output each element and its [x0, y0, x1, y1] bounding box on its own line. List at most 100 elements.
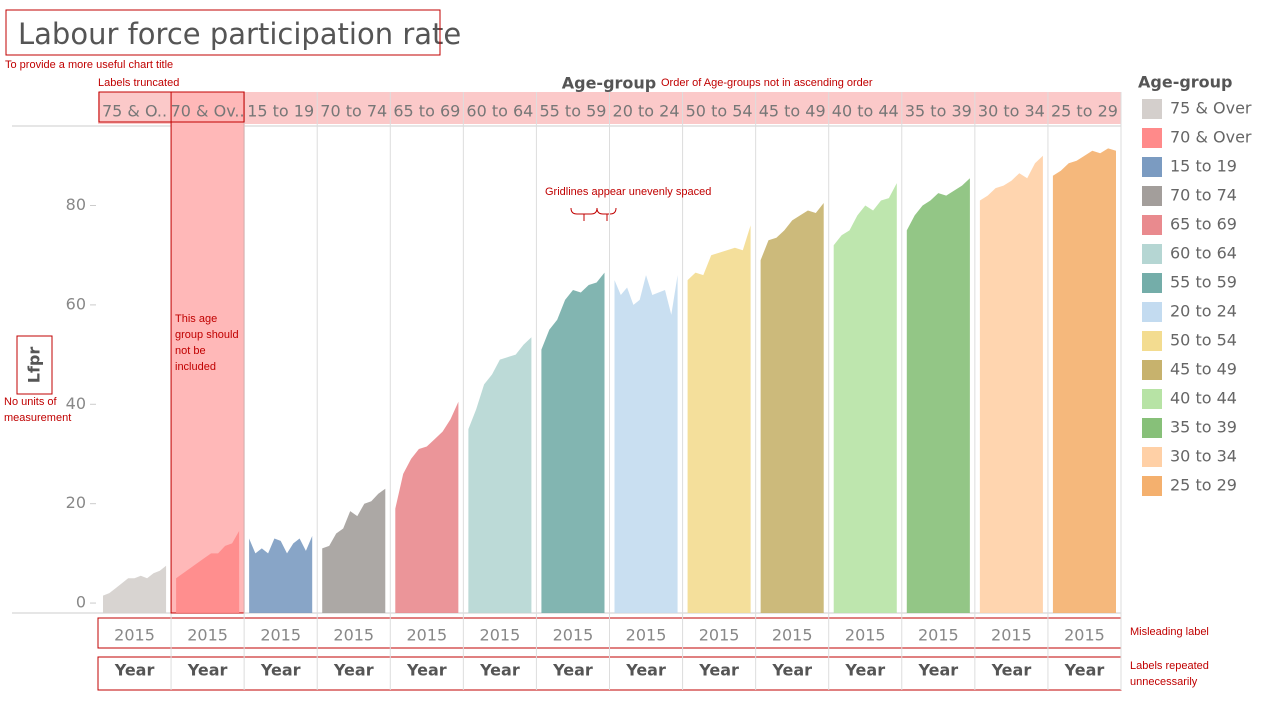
legend-swatch: [1142, 273, 1162, 293]
x-tick-label: 2015: [626, 626, 667, 645]
legend-swatch: [1142, 128, 1162, 148]
x-axis-label: Year: [1064, 661, 1105, 680]
x-axis-label: Year: [625, 661, 666, 680]
panel-header: 75 & O..: [102, 102, 167, 121]
panel-header: 70 & Ov..: [171, 102, 245, 121]
annotation: No units of measurement: [4, 396, 72, 424]
panel-header: 20 to 24: [613, 102, 680, 121]
x-axis-label: Year: [333, 661, 374, 680]
area: [979, 155, 1043, 614]
panel-header: 60 to 64: [466, 102, 533, 121]
legend-swatch: [1142, 447, 1162, 467]
legend-label: 75 & Over: [1170, 99, 1252, 118]
x-tick-label: 2015: [406, 626, 447, 645]
x-tick-label: 2015: [187, 626, 228, 645]
legend-swatch: [1142, 244, 1162, 264]
area: [541, 272, 605, 613]
x-axis-label: Year: [771, 661, 812, 680]
annotation-box: [16, 335, 53, 395]
x-axis-label: Year: [991, 661, 1032, 680]
panel-header: 65 to 69: [393, 102, 460, 121]
panel-header: 40 to 44: [832, 102, 899, 121]
annotation: Order of Age-groups not in ascending ord…: [661, 77, 873, 89]
legend-label: 50 to 54: [1170, 331, 1237, 350]
legend-swatch: [1142, 186, 1162, 206]
legend-label: 55 to 59: [1170, 273, 1237, 292]
legend-swatch: [1142, 360, 1162, 380]
annotation: To provide a more useful chart title: [5, 59, 174, 71]
legend-swatch: [1142, 99, 1162, 119]
x-axis-label: Year: [187, 661, 228, 680]
legend-label: 45 to 49: [1170, 360, 1237, 379]
area: [614, 275, 678, 613]
x-tick-label: 2015: [772, 626, 813, 645]
x-tick-label: 2015: [918, 626, 959, 645]
y-tick-label: 80: [66, 195, 86, 214]
area: [760, 203, 824, 613]
annotation: Labels truncated: [98, 77, 180, 89]
panel-header: 30 to 34: [978, 102, 1045, 121]
y-tick-label: 60: [66, 294, 86, 313]
legend-label: 70 to 74: [1170, 186, 1237, 205]
panel-header: 35 to 39: [905, 102, 972, 121]
area: [249, 536, 313, 613]
x-tick-label: 2015: [333, 626, 374, 645]
legend-label: 60 to 64: [1170, 244, 1237, 263]
annotation-box: [5, 9, 441, 56]
x-tick-label: 2015: [1064, 626, 1105, 645]
chart-title: Labour force participation rate: [18, 17, 461, 51]
legend-label: 25 to 29: [1170, 476, 1237, 495]
legend-swatch: [1142, 476, 1162, 496]
area: [103, 565, 167, 613]
y-tick-label: 40: [66, 394, 86, 413]
x-axis-label: Year: [406, 661, 447, 680]
area: [468, 337, 532, 613]
x-tick-label: 2015: [114, 626, 155, 645]
x-axis-label: Year: [917, 661, 958, 680]
legend-swatch: [1142, 302, 1162, 322]
legend-label: 30 to 34: [1170, 447, 1237, 466]
panel-header: 50 to 54: [686, 102, 753, 121]
x-tick-label: 2015: [699, 626, 740, 645]
area: [833, 183, 897, 613]
legend-label: 35 to 39: [1170, 418, 1237, 437]
legend-label: 15 to 19: [1170, 157, 1237, 176]
legend-swatch: [1142, 215, 1162, 235]
annotation: Gridlines appear unevenly spaced: [545, 186, 712, 198]
x-axis-label: Year: [260, 661, 301, 680]
legend-label: 20 to 24: [1170, 302, 1237, 321]
brace: [570, 207, 617, 221]
x-tick-label: 2015: [991, 626, 1032, 645]
x-tick-label: 2015: [553, 626, 594, 645]
legend-swatch: [1142, 418, 1162, 438]
y-tick-label: 20: [66, 493, 86, 512]
area: [1052, 148, 1116, 613]
legend-swatch: [1142, 157, 1162, 177]
legend-swatch: [1142, 389, 1162, 409]
panel-header: 55 to 59: [539, 102, 606, 121]
x-axis-label: Year: [552, 661, 593, 680]
legend-label: 70 & Over: [1170, 128, 1252, 147]
x-axis-label: Year: [479, 661, 520, 680]
panel-header: 45 to 49: [759, 102, 826, 121]
y-axis-label: Lfpr: [25, 347, 44, 384]
annotation: Misleading label: [1130, 626, 1209, 638]
x-tick-label: 2015: [480, 626, 521, 645]
x-axis-label: Year: [114, 661, 155, 680]
x-tick-label: 2015: [260, 626, 301, 645]
annotation: This age group should not be included: [175, 313, 239, 373]
area: [176, 531, 240, 613]
panel-header: 25 to 29: [1051, 102, 1118, 121]
x-tick-label: 2015: [845, 626, 886, 645]
facet-label: Age-group: [562, 74, 657, 93]
panel-header: 70 to 74: [320, 102, 387, 121]
area: [906, 178, 970, 613]
annotation: Labels repeated unnecessarily: [1130, 660, 1209, 688]
area: [322, 488, 386, 613]
y-tick-label: 0: [76, 593, 86, 612]
panel-header: 15 to 19: [247, 102, 314, 121]
legend-label: 40 to 44: [1170, 389, 1237, 408]
highlight-panel: [170, 91, 245, 614]
area: [395, 401, 459, 613]
